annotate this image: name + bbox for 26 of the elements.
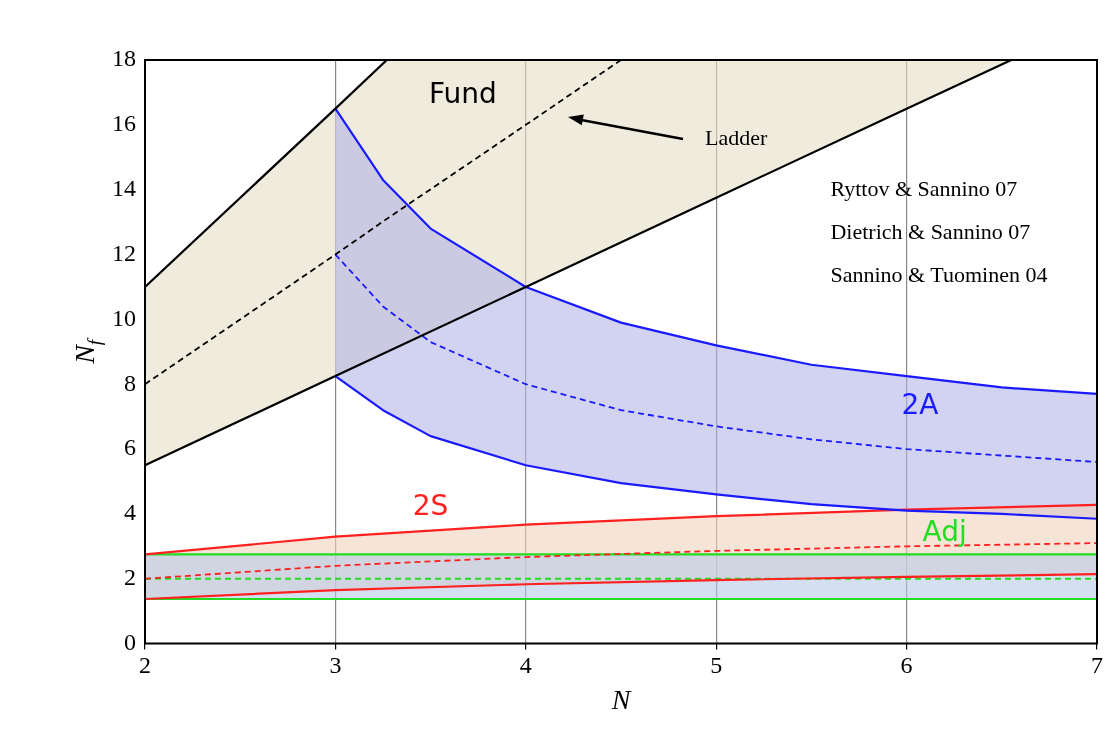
y-tick-label: 4 bbox=[124, 499, 136, 526]
y-tick-label: 6 bbox=[124, 434, 136, 461]
x-tick-label: 7 bbox=[1091, 652, 1103, 679]
x-axis-title: N bbox=[610, 683, 632, 715]
annotation: Sannino & Tuominen 04 bbox=[830, 261, 1048, 287]
y-tick-label: 16 bbox=[112, 110, 136, 137]
line-series bbox=[334, 253, 1097, 463]
annotation: Ladder bbox=[705, 124, 768, 150]
y-tick-label: 0 bbox=[124, 628, 136, 655]
y-tick-label: 14 bbox=[112, 174, 136, 201]
x-tick-label: 5 bbox=[710, 652, 723, 679]
y-axis-title: Nf bbox=[69, 337, 105, 365]
y-tick-label: 8 bbox=[124, 369, 136, 396]
annotation: Ryttov & Sannino 07 bbox=[830, 175, 1018, 201]
y-tick-label: 12 bbox=[112, 239, 136, 266]
y-tick-label: 10 bbox=[112, 304, 136, 331]
annotation: Dietrich & Sannino 07 bbox=[830, 218, 1031, 244]
x-tick-label: 4 bbox=[519, 652, 532, 679]
y-tick-label: 2 bbox=[124, 564, 136, 591]
series-label: 2S bbox=[412, 488, 449, 522]
series-label: Fund bbox=[429, 76, 497, 110]
x-tick-label: 6 bbox=[900, 652, 913, 679]
series-label: 2A bbox=[901, 388, 939, 422]
x-tick-label: 3 bbox=[329, 652, 342, 679]
y-tick-label: 18 bbox=[112, 45, 136, 72]
series-label: Adj bbox=[922, 514, 967, 548]
